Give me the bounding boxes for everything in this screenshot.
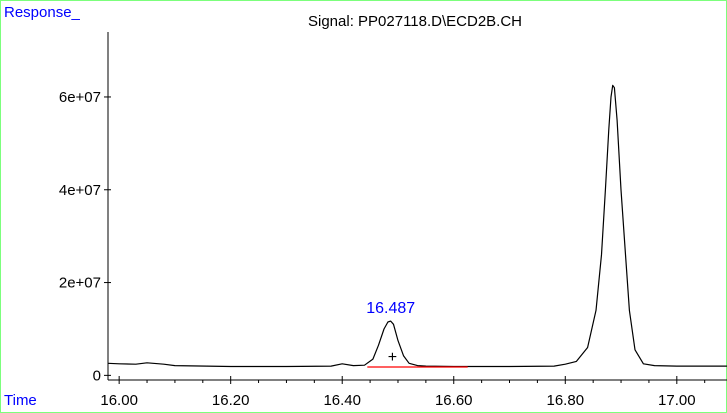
- y-axis-label: Response_: [4, 4, 81, 21]
- x-tick-label: 16.40: [323, 392, 361, 409]
- y-tick-label: 2e+07: [59, 275, 101, 292]
- x-tick-label: 16.00: [100, 392, 138, 409]
- x-tick-label: 16.20: [212, 392, 250, 409]
- y-tick-label: 0: [93, 367, 101, 384]
- signal-trace: [107, 84, 727, 368]
- x-tick-label: 16.80: [547, 392, 585, 409]
- ticks: 0 2e+07 4e+07 6e+07 16.00 16.20 16.40 16.60 16.8…: [59, 89, 706, 409]
- x-axis-label: Time: [4, 392, 37, 409]
- x-tick-label: 16.60: [435, 392, 473, 409]
- chart-title: Signal: PP027118.D\ECD2B.CH: [308, 13, 522, 30]
- peak-marker: +: [388, 349, 397, 366]
- peak-label: 16.487: [366, 300, 415, 317]
- y-tick-label: 6e+07: [59, 89, 101, 106]
- series-layer: [107, 84, 727, 368]
- axes: [107, 32, 727, 381]
- annotations: 16.487 +: [366, 300, 415, 366]
- y-tick-label: 4e+07: [59, 182, 101, 199]
- x-tick-label: 17.00: [658, 392, 696, 409]
